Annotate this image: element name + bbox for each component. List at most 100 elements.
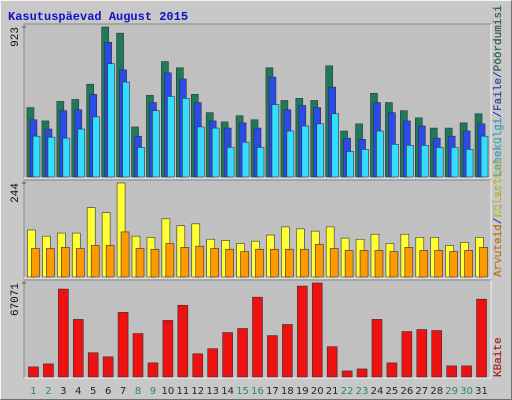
- bar: [464, 250, 473, 278]
- bar: [43, 363, 54, 378]
- x-tick-label: 19: [296, 386, 309, 397]
- bar: [359, 250, 369, 278]
- chart-title: Kasutuspäevad August 2015: [8, 10, 188, 24]
- bar: [90, 245, 100, 278]
- bar: [416, 329, 428, 378]
- bar: [314, 243, 324, 278]
- bar: [77, 128, 86, 178]
- bar: [46, 248, 55, 278]
- bar: [150, 248, 160, 278]
- bar: [58, 288, 69, 378]
- bar: [222, 332, 233, 378]
- bar: [152, 110, 160, 178]
- bar: [282, 324, 293, 378]
- bar: [32, 135, 41, 178]
- bar: [419, 250, 429, 278]
- bar: [31, 248, 40, 278]
- plot-bevel: [24, 180, 492, 279]
- x-tick-label: 8: [135, 386, 141, 397]
- x-tick-label: 1: [30, 386, 36, 397]
- x-tick-label: 11: [176, 386, 189, 397]
- bar: [210, 248, 219, 278]
- bar: [285, 248, 294, 278]
- x-tick-label: 21: [326, 386, 339, 397]
- bar: [135, 248, 145, 278]
- x-tick-label: 27: [415, 386, 428, 397]
- bar: [47, 136, 56, 178]
- legend: KBaite: [493, 337, 505, 377]
- x-tick-label: 30: [460, 386, 473, 397]
- legend-entry: KBaite: [493, 337, 505, 377]
- legend-separator: /: [493, 218, 505, 225]
- bar: [196, 126, 205, 178]
- bar: [267, 335, 278, 378]
- bar: [479, 247, 488, 278]
- x-tick-label: 20: [311, 386, 324, 397]
- legend-entry: Lehekülgi: [493, 117, 505, 177]
- bar: [147, 362, 159, 378]
- x-tick-label: 24: [371, 386, 384, 397]
- bar: [406, 145, 414, 178]
- bar: [346, 151, 354, 178]
- bar: [450, 147, 459, 178]
- bar: [107, 63, 115, 178]
- bar: [431, 330, 443, 378]
- x-tick-label: 3: [60, 386, 66, 397]
- bar: [105, 245, 115, 278]
- x-tick-label: 16: [251, 386, 264, 397]
- bar: [61, 247, 70, 278]
- y-tick-label: 244: [10, 183, 22, 203]
- bar: [62, 137, 71, 178]
- plot-bevel: [24, 24, 492, 179]
- x-tick-label: 23: [356, 386, 369, 397]
- x-tick-label: 5: [90, 386, 96, 397]
- bar: [300, 248, 309, 278]
- bar: [297, 285, 308, 378]
- y-tick-label: 923: [10, 27, 22, 47]
- bar: [401, 331, 413, 378]
- bar: [182, 98, 190, 178]
- bar: [92, 116, 101, 178]
- bar: [211, 127, 220, 178]
- bar: [311, 282, 323, 378]
- bar: [480, 135, 489, 178]
- plot-bevel: [24, 280, 492, 379]
- bar: [465, 149, 474, 178]
- bar: [122, 81, 130, 178]
- bar: [331, 113, 339, 178]
- x-tick-label: 4: [75, 386, 81, 397]
- bar: [341, 370, 353, 378]
- x-tick-label: 18: [281, 386, 294, 397]
- bar: [389, 251, 399, 278]
- bar: [326, 346, 338, 378]
- x-tick-label: 14: [221, 386, 234, 397]
- x-tick-label: 28: [430, 386, 443, 397]
- x-tick-label: 15: [236, 386, 249, 397]
- x-tick-label: 17: [266, 386, 279, 397]
- x-tick-label: 13: [206, 386, 219, 397]
- bar: [240, 251, 249, 278]
- bar: [446, 365, 457, 378]
- bar: [252, 296, 263, 378]
- x-tick-label: 9: [150, 386, 156, 397]
- bar: [207, 348, 218, 378]
- legend: Arvuteid/Külastusi: [493, 158, 505, 277]
- bar: [192, 353, 204, 378]
- bar: [225, 248, 234, 278]
- bar: [72, 319, 84, 378]
- bar: [270, 248, 279, 278]
- bar: [476, 298, 487, 378]
- bar: [167, 96, 175, 178]
- bar: [226, 147, 235, 178]
- x-tick-label: 26: [400, 386, 413, 397]
- bar: [256, 147, 265, 178]
- legend-separator: /: [493, 71, 505, 78]
- bar: [329, 248, 339, 278]
- x-tick-label: 12: [191, 386, 204, 397]
- bar: [371, 319, 383, 378]
- bar: [391, 144, 399, 178]
- bar: [195, 245, 205, 278]
- bar: [344, 250, 354, 278]
- bar: [449, 251, 458, 278]
